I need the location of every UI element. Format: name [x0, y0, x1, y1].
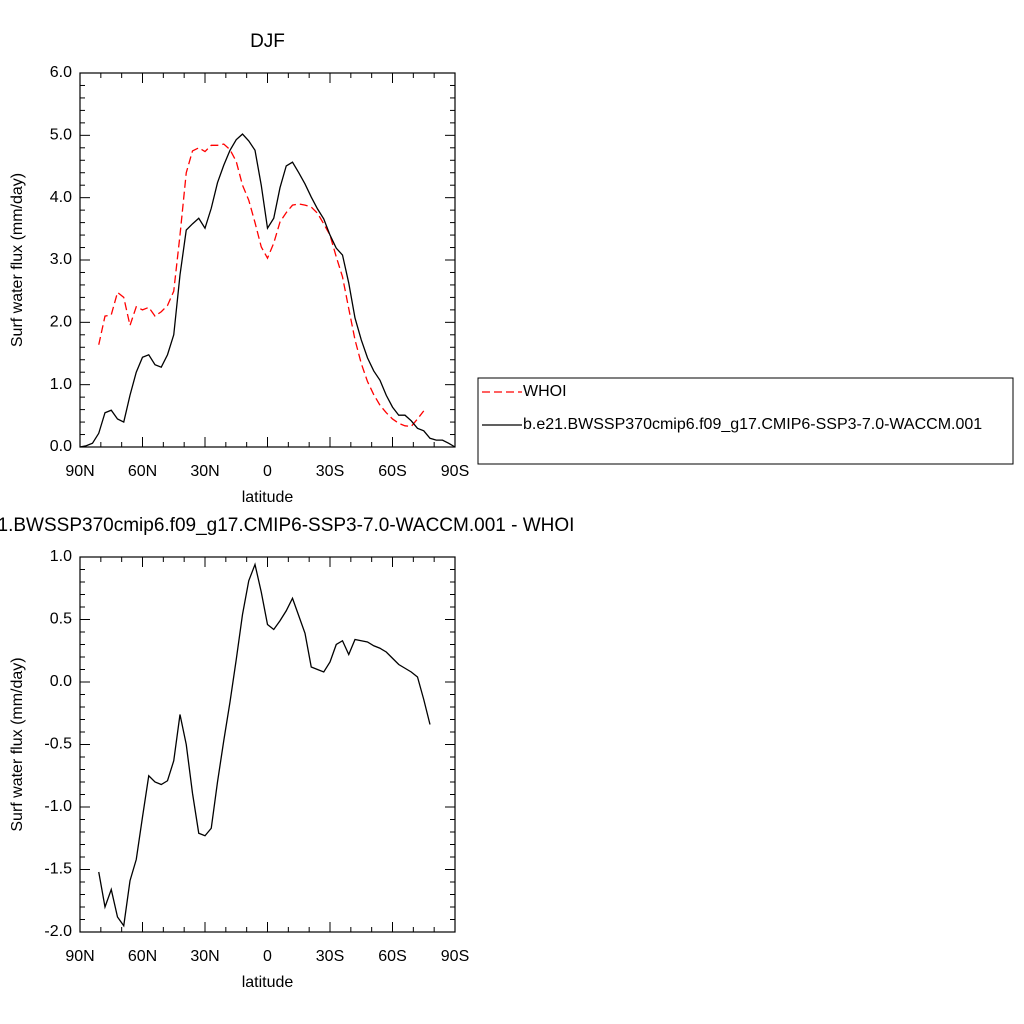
chart-title: DJF	[250, 31, 285, 52]
y-tick-label: 2.0	[50, 314, 72, 331]
y-tick-label: 0.5	[50, 611, 72, 628]
plot-frame	[79, 556, 456, 933]
plot-frame	[79, 72, 456, 448]
data-line	[98, 143, 425, 428]
data-line	[79, 133, 456, 448]
x-tick-label: 30S	[316, 948, 344, 965]
x-tick-label: 60S	[378, 463, 406, 480]
y-tick-label: 0.0	[50, 438, 72, 455]
x-tick-label: 30N	[190, 463, 219, 480]
y-tick-label: -0.5	[44, 736, 72, 753]
y-axis-label: Surf water flux (mm/day)	[9, 173, 26, 347]
y-tick-label: -2.0	[44, 923, 72, 940]
data-line	[98, 562, 431, 928]
x-tick-label: 30N	[190, 948, 219, 965]
x-tick-label: 90N	[65, 463, 94, 480]
y-axis-label: Surf water flux (mm/day)	[9, 657, 26, 831]
x-axis-label: latitude	[242, 974, 294, 991]
y-tick-label: -1.5	[44, 861, 72, 878]
y-tick-label: 5.0	[50, 127, 72, 144]
y-tick-label: 0.0	[50, 673, 72, 690]
x-tick-label: 0	[263, 948, 272, 965]
x-tick-label: 0	[263, 463, 272, 480]
y-tick-label: 1.0	[50, 548, 72, 565]
y-tick-label: 3.0	[50, 251, 72, 268]
y-tick-label: 4.0	[50, 189, 72, 206]
x-tick-label: 60N	[128, 948, 157, 965]
legend-label: b.e21.BWSSP370cmip6.f09_g17.CMIP6-SSP3-7…	[523, 416, 982, 433]
x-tick-label: 60N	[128, 463, 157, 480]
x-tick-label: 90S	[441, 948, 469, 965]
x-tick-label: 90S	[441, 463, 469, 480]
y-tick-label: 6.0	[50, 64, 72, 81]
legend-label: WHOI	[523, 383, 567, 400]
y-tick-label: -1.0	[44, 798, 72, 815]
x-axis-label: latitude	[242, 489, 294, 506]
x-tick-label: 90N	[65, 948, 94, 965]
chart-title: b.e21.BWSSP370cmip6.f09_g17.CMIP6-SSP3-7…	[0, 515, 574, 536]
legend-box	[477, 377, 1014, 465]
x-tick-label: 30S	[316, 463, 344, 480]
x-tick-label: 60S	[378, 948, 406, 965]
y-tick-label: 1.0	[50, 376, 72, 393]
